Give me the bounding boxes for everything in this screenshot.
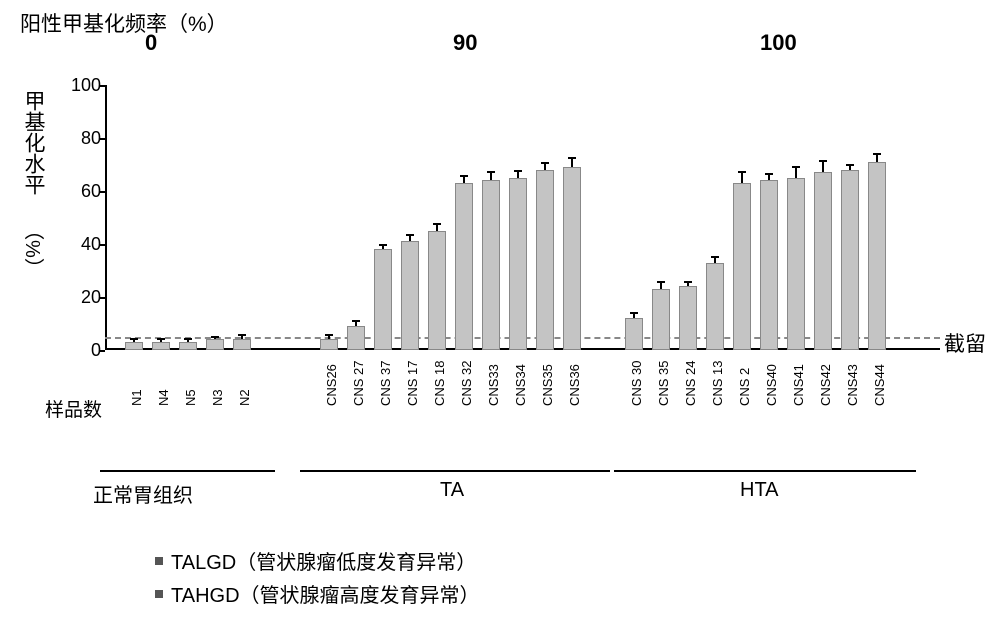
group-label: TA (440, 479, 464, 502)
x-label: N2 (237, 389, 252, 406)
x-label: CNS40 (764, 364, 779, 406)
x-label: CNS 18 (432, 360, 447, 406)
x-label: CNS 24 (683, 360, 698, 406)
x-label: CNS 13 (710, 360, 725, 406)
y-axis-label-main: 甲基化水平 (18, 90, 48, 195)
x-label: CNS 2 (737, 368, 752, 406)
bar (374, 249, 392, 350)
group-label: HTA (740, 479, 779, 502)
bar (428, 231, 446, 350)
bar (563, 167, 581, 350)
x-label: N3 (210, 389, 225, 406)
bar (868, 162, 886, 350)
bar (482, 180, 500, 350)
bar (320, 339, 338, 350)
x-label: CNS 35 (656, 360, 671, 406)
group-underline (100, 470, 275, 472)
bar (652, 289, 670, 350)
legend-marker-icon (155, 590, 163, 598)
x-label: CNS41 (791, 364, 806, 406)
x-label: CNS34 (513, 364, 528, 406)
chart-area: 020406080100N1N4N5N3N2CNS26CNS 27CNS 37C… (105, 85, 940, 350)
x-label: CNS 30 (629, 360, 644, 406)
x-label: N5 (183, 389, 198, 406)
legend: TALGD（管状腺瘤低度发育异常） TAHGD（管状腺瘤高度发育异常） (155, 546, 480, 612)
bar (679, 286, 697, 350)
bar (625, 318, 643, 350)
bar (125, 342, 143, 350)
x-label: CNS36 (567, 364, 582, 406)
y-tick-label: 80 (63, 128, 101, 149)
x-label: CNS42 (818, 364, 833, 406)
y-axis-label-paren: （%） (18, 220, 47, 278)
group-underline (614, 470, 916, 472)
y-tick-label: 60 (63, 181, 101, 202)
bar (206, 339, 224, 350)
bar (536, 170, 554, 350)
sample-count-label: 样品数 (45, 395, 102, 422)
x-label: CNS 17 (405, 360, 420, 406)
bar (733, 183, 751, 350)
bar (814, 172, 832, 350)
legend-text: TAHGD（管状腺瘤高度发育异常） (171, 579, 480, 608)
legend-item: TAHGD（管状腺瘤高度发育异常） (155, 579, 480, 608)
bar (509, 178, 527, 350)
x-label: CNS 37 (378, 360, 393, 406)
legend-marker-icon (155, 557, 163, 565)
x-label: CNS44 (872, 364, 887, 406)
bar (179, 342, 197, 350)
group-underline (300, 470, 610, 472)
bar (706, 263, 724, 350)
bar (152, 342, 170, 350)
freq-value-0: 0 (145, 30, 157, 56)
bar (347, 326, 365, 350)
bar (787, 178, 805, 350)
y-tick-label: 0 (63, 340, 101, 361)
cutoff-label: 截留 (944, 328, 986, 358)
x-label: CNS 27 (351, 360, 366, 406)
y-tick-label: 40 (63, 234, 101, 255)
x-label: CNS 32 (459, 360, 474, 406)
header-title: 阳性甲基化频率（%） (20, 8, 228, 38)
x-label: CNS43 (845, 364, 860, 406)
x-label: N1 (129, 389, 144, 406)
y-tick-label: 20 (63, 287, 101, 308)
x-label: N4 (156, 389, 171, 406)
bar (841, 170, 859, 350)
freq-value-100: 100 (760, 30, 797, 56)
bar (233, 339, 251, 350)
y-tick-label: 100 (63, 75, 101, 96)
bar (760, 180, 778, 350)
bar (455, 183, 473, 350)
x-label: CNS35 (540, 364, 555, 406)
legend-text: TALGD（管状腺瘤低度发育异常） (171, 546, 476, 575)
freq-value-90: 90 (453, 30, 477, 56)
x-label: CNS26 (324, 364, 339, 406)
legend-item: TALGD（管状腺瘤低度发育异常） (155, 546, 480, 575)
group-label: 正常胃组织 (93, 479, 193, 508)
x-label: CNS33 (486, 364, 501, 406)
bar (401, 241, 419, 350)
